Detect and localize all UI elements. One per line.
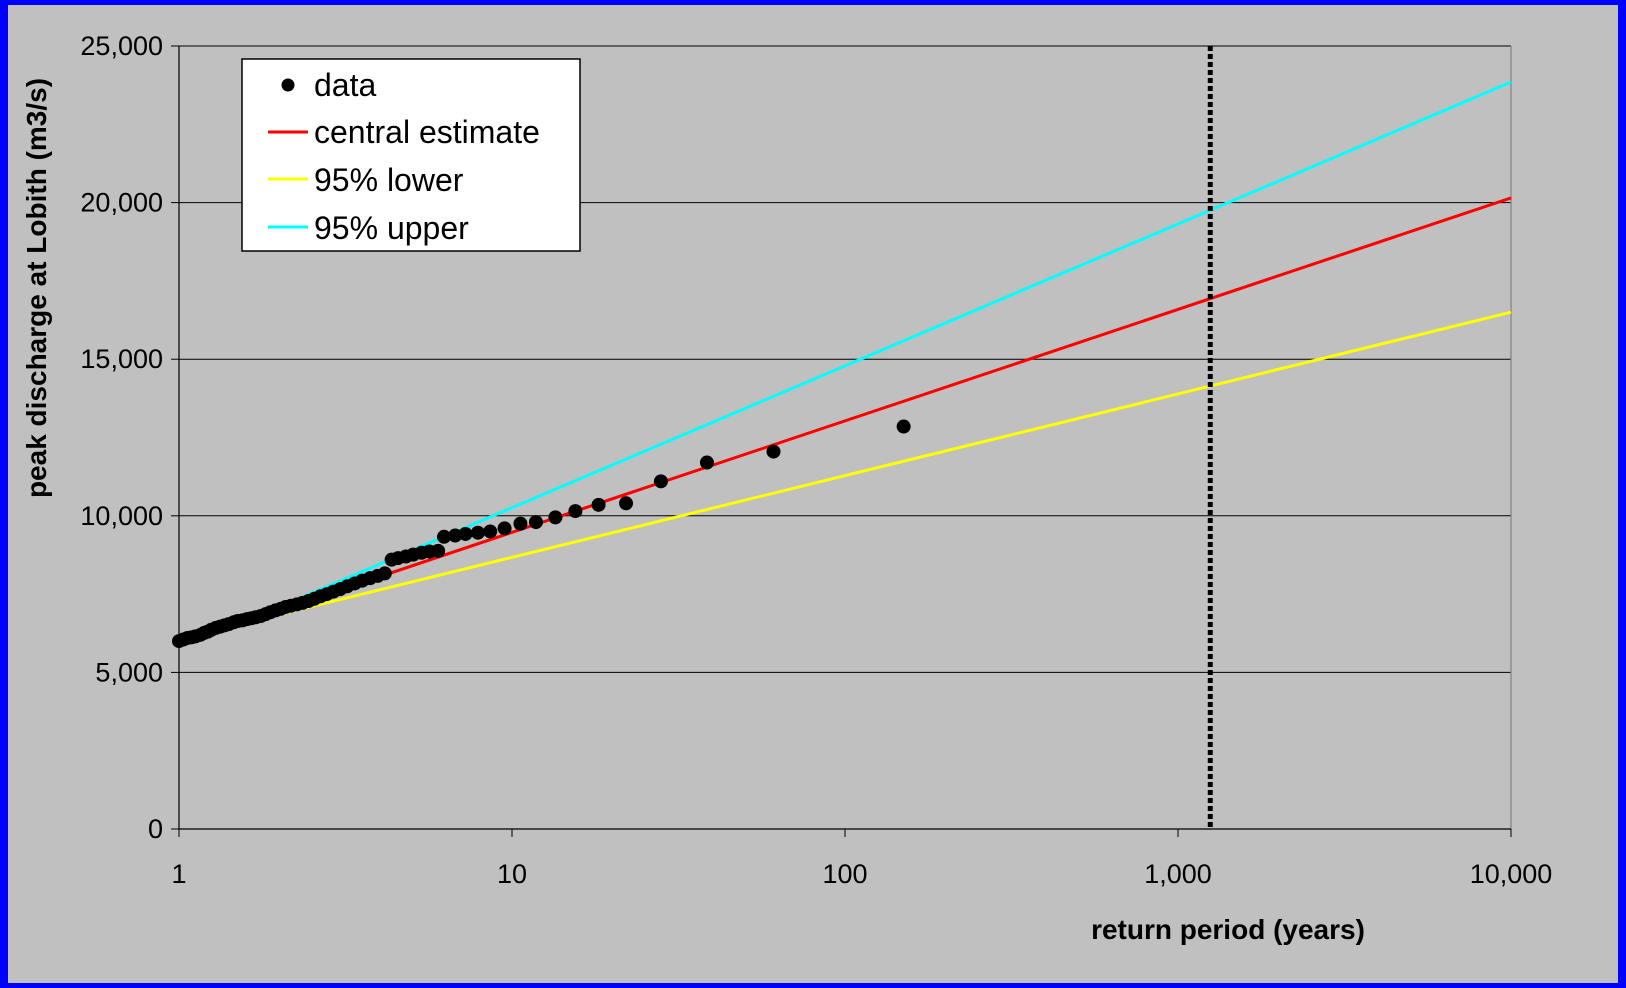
data-point: [437, 529, 452, 544]
y-tick-label: 0: [148, 814, 163, 844]
data-point: [896, 419, 911, 434]
data-point: [377, 566, 392, 581]
legend-box: [241, 58, 581, 252]
data-point: [591, 497, 606, 512]
data-point: [470, 525, 485, 540]
series-line-central-estimate: [292, 196, 1512, 608]
data-point: [497, 521, 512, 536]
data-point: [568, 504, 583, 519]
x-tick-label: 10: [497, 859, 527, 889]
series-line-95-lower: [278, 310, 1512, 616]
data-point: [766, 444, 781, 459]
data-point: [653, 474, 668, 489]
data-point: [483, 524, 498, 539]
y-tick-label: 10,000: [80, 501, 163, 531]
legend-marker-data: [281, 78, 295, 92]
data-point: [513, 516, 528, 531]
x-tick-label: 1: [171, 859, 186, 889]
data-point: [528, 515, 543, 530]
y-tick-label: 20,000: [80, 188, 163, 218]
data-point: [458, 526, 473, 541]
x-tick-label: 1,000: [1144, 859, 1212, 889]
chart-svg: 0 5,000 10,000 15,000 20,000 25,000 1 10 100 1,0…: [21, 31, 1552, 945]
x-tick-labels: 1 10 100 1,000 10,000: [171, 859, 1552, 889]
y-tick-label: 15,000: [80, 344, 163, 374]
data-points-layer: [172, 419, 911, 649]
legend-label-lower: 95% lower: [314, 162, 464, 198]
y-tick-labels: 0 5,000 10,000 15,000 20,000 25,000: [80, 31, 163, 844]
x-tick-label: 100: [822, 859, 867, 889]
data-point: [619, 496, 634, 511]
data-point: [548, 510, 563, 525]
legend-label-data: data: [314, 67, 376, 103]
legend-label-central: central estimate: [314, 114, 540, 150]
data-point: [431, 543, 446, 558]
x-tick-label: 10,000: [1470, 859, 1553, 889]
legend: data central estimate 95% lower 95% uppe…: [241, 58, 581, 252]
chart-frame: 0 5,000 10,000 15,000 20,000 25,000 1 10 100 1,0…: [8, 5, 1618, 983]
y-tick-label: 25,000: [80, 31, 163, 61]
series-layer: [278, 80, 1512, 616]
y-axis-title: peak discharge at Lobith (m3/s): [21, 78, 52, 498]
y-tick-label: 5,000: [95, 657, 163, 687]
data-point: [448, 528, 463, 543]
axis-layer: [171, 45, 1512, 837]
legend-label-upper: 95% upper: [314, 210, 469, 246]
series-line-95-upper: [292, 80, 1512, 603]
x-axis-title: return period (years): [1091, 914, 1365, 945]
data-point: [699, 455, 714, 470]
